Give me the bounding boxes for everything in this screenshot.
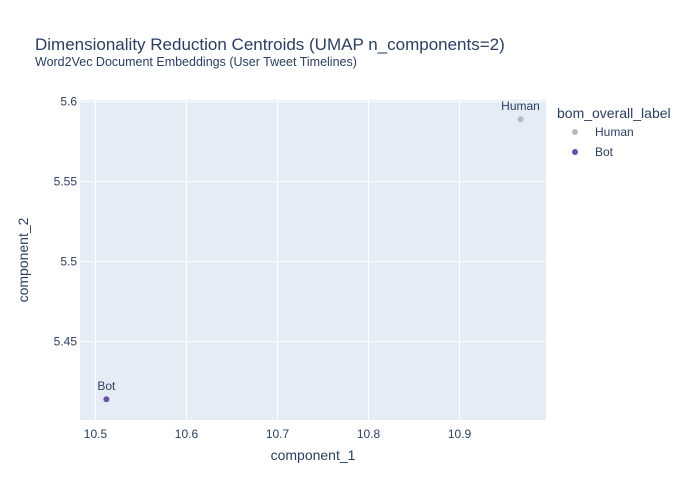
point-label-bot: Bot	[97, 379, 116, 393]
x-tick-label: 10.9	[448, 427, 472, 441]
x-tick-label: 10.6	[175, 427, 199, 441]
legend-item-human[interactable]: Human	[595, 125, 634, 139]
x-tick-label: 10.8	[357, 427, 381, 441]
chart-subtitle: Word2Vec Document Embeddings (User Tweet…	[35, 55, 357, 69]
x-tick-label: 10.5	[84, 427, 108, 441]
point-human[interactable]	[517, 116, 524, 123]
legend[interactable]: Human Bot	[572, 125, 634, 159]
point-label-human: Human	[501, 99, 540, 113]
y-tick-label: 5.45	[54, 335, 78, 349]
legend-marker-human[interactable]	[572, 129, 578, 135]
legend-title: bom_overall_label	[557, 105, 671, 121]
y-tick-label: 5.55	[54, 175, 78, 189]
x-axis-title: component_1	[271, 447, 356, 463]
x-axis-ticks: 10.5 10.6 10.7 10.8 10.9	[84, 427, 472, 441]
y-tick-label: 5.5	[60, 255, 77, 269]
y-axis-ticks: 5.45 5.5 5.55 5.6	[54, 95, 78, 349]
y-axis-title: component_2	[15, 217, 31, 302]
grid-lines	[80, 100, 546, 420]
point-bot[interactable]	[103, 396, 110, 403]
x-tick-label: 10.7	[266, 427, 290, 441]
chart-title: Dimensionality Reduction Centroids (UMAP…	[35, 35, 505, 54]
plot-area	[80, 100, 546, 420]
data-points: Human Bot	[97, 99, 540, 403]
y-tick-label: 5.6	[60, 95, 77, 109]
legend-marker-bot[interactable]	[572, 149, 578, 155]
legend-item-bot[interactable]: Bot	[595, 145, 614, 159]
